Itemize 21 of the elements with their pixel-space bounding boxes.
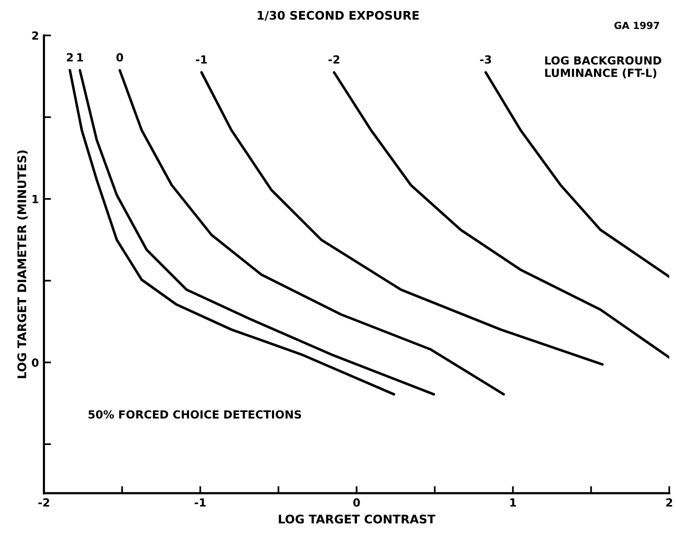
series-label: 1 (77, 53, 83, 62)
y-tick-label: 1 (32, 195, 38, 204)
x-tick-label: -2 (38, 498, 50, 507)
x-tick-label: 1 (510, 498, 516, 507)
x-tick-label: 0 (353, 498, 360, 507)
annotation: 50% FORCED CHOICE DETECTIONS (88, 410, 302, 419)
y-tick-label: 2 (32, 31, 38, 40)
x-tick-label: 2 (666, 498, 672, 507)
line-series (118, 69, 505, 396)
chart-title: 1/30 SECOND EXPOSURE (258, 10, 419, 21)
text: GA 1997 (614, 22, 660, 30)
series-label: -3 (480, 55, 491, 64)
series-label: 0 (116, 53, 124, 62)
series-label: -2 (328, 55, 340, 64)
x-tick-label: -1 (194, 498, 206, 507)
y-tick-label: 0 (32, 358, 39, 367)
series-label: -1 (196, 55, 207, 64)
legend-title: LOG BACKGROUND LUMINANCE (FT-L) (545, 56, 662, 78)
series-label: 2 (66, 53, 73, 62)
y-axis-title: LOG TARGET DIAMETER (MINUTES) (17, 150, 28, 378)
x-axis-title: LOG TARGET CONTRAST (278, 514, 436, 524)
